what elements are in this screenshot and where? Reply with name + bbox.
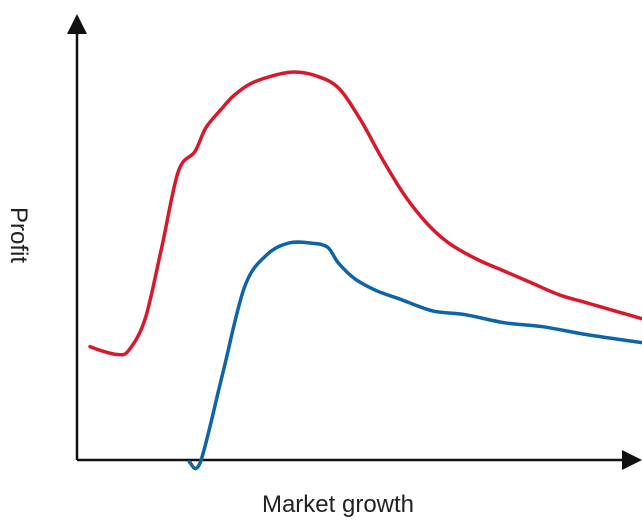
axes <box>67 14 642 470</box>
y-axis-arrow <box>67 14 87 34</box>
series-line-2 <box>187 240 642 471</box>
series-line-1 <box>88 70 642 357</box>
y-axis-label: Profit <box>5 207 32 263</box>
x-axis-label: Market growth <box>262 491 414 518</box>
series-layer <box>88 70 642 471</box>
x-axis-arrow <box>622 450 642 470</box>
